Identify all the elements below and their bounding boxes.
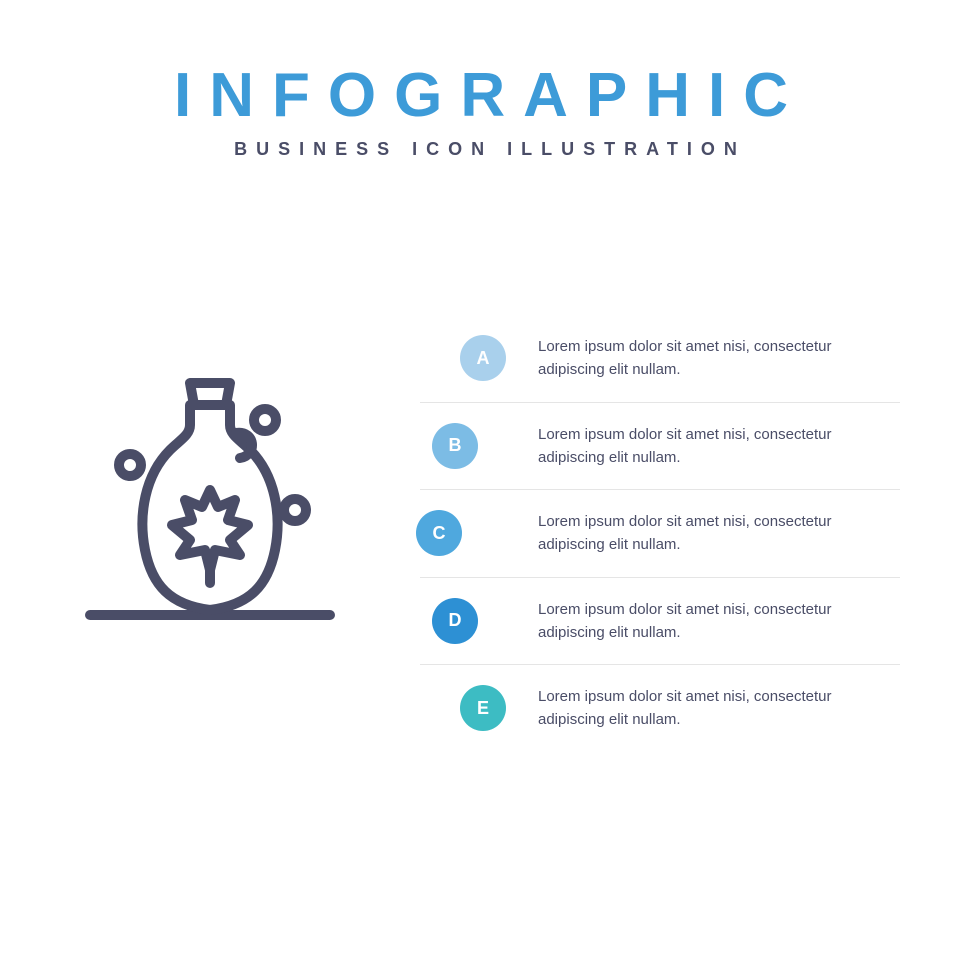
- page-subtitle: BUSINESS ICON ILLUSTRATION: [0, 139, 980, 160]
- step-text-e: Lorem ipsum dolor sit amet nisi, consect…: [538, 685, 900, 732]
- page-title: INFOGRAPHIC: [0, 60, 980, 131]
- icon-column: [0, 315, 420, 645]
- main-content: A Lorem ipsum dolor sit amet nisi, conse…: [0, 315, 980, 752]
- bottle-maple-icon: [60, 345, 360, 645]
- step-a: A Lorem ipsum dolor sit amet nisi, conse…: [420, 315, 900, 403]
- step-bullet-a: A: [460, 335, 506, 381]
- step-text-d: Lorem ipsum dolor sit amet nisi, consect…: [538, 598, 900, 645]
- steps-column: A Lorem ipsum dolor sit amet nisi, conse…: [420, 315, 980, 752]
- step-b: B Lorem ipsum dolor sit amet nisi, conse…: [420, 403, 900, 491]
- step-bullet-c: C: [416, 510, 462, 556]
- step-bullet-e: E: [460, 685, 506, 731]
- step-bullet-b: B: [432, 423, 478, 469]
- step-text-a: Lorem ipsum dolor sit amet nisi, consect…: [538, 335, 900, 382]
- step-e: E Lorem ipsum dolor sit amet nisi, conse…: [420, 665, 900, 752]
- header: INFOGRAPHIC BUSINESS ICON ILLUSTRATION: [0, 0, 980, 160]
- step-text-c: Lorem ipsum dolor sit amet nisi, consect…: [538, 510, 900, 557]
- step-c: C Lorem ipsum dolor sit amet nisi, conse…: [420, 490, 900, 578]
- step-text-b: Lorem ipsum dolor sit amet nisi, consect…: [538, 423, 900, 470]
- step-bullet-d: D: [432, 598, 478, 644]
- step-d: D Lorem ipsum dolor sit amet nisi, conse…: [420, 578, 900, 666]
